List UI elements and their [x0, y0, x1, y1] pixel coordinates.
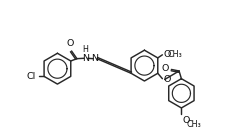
- Text: CH₃: CH₃: [187, 120, 201, 129]
- Text: N: N: [82, 54, 89, 63]
- Text: O: O: [162, 64, 169, 73]
- Text: Cl: Cl: [26, 72, 36, 81]
- Text: O: O: [66, 39, 74, 48]
- Text: O: O: [182, 116, 190, 125]
- Text: N: N: [91, 54, 98, 63]
- Text: O: O: [164, 75, 171, 84]
- Text: O: O: [163, 50, 171, 59]
- Text: CH₃: CH₃: [168, 50, 183, 59]
- Text: H: H: [82, 45, 88, 54]
